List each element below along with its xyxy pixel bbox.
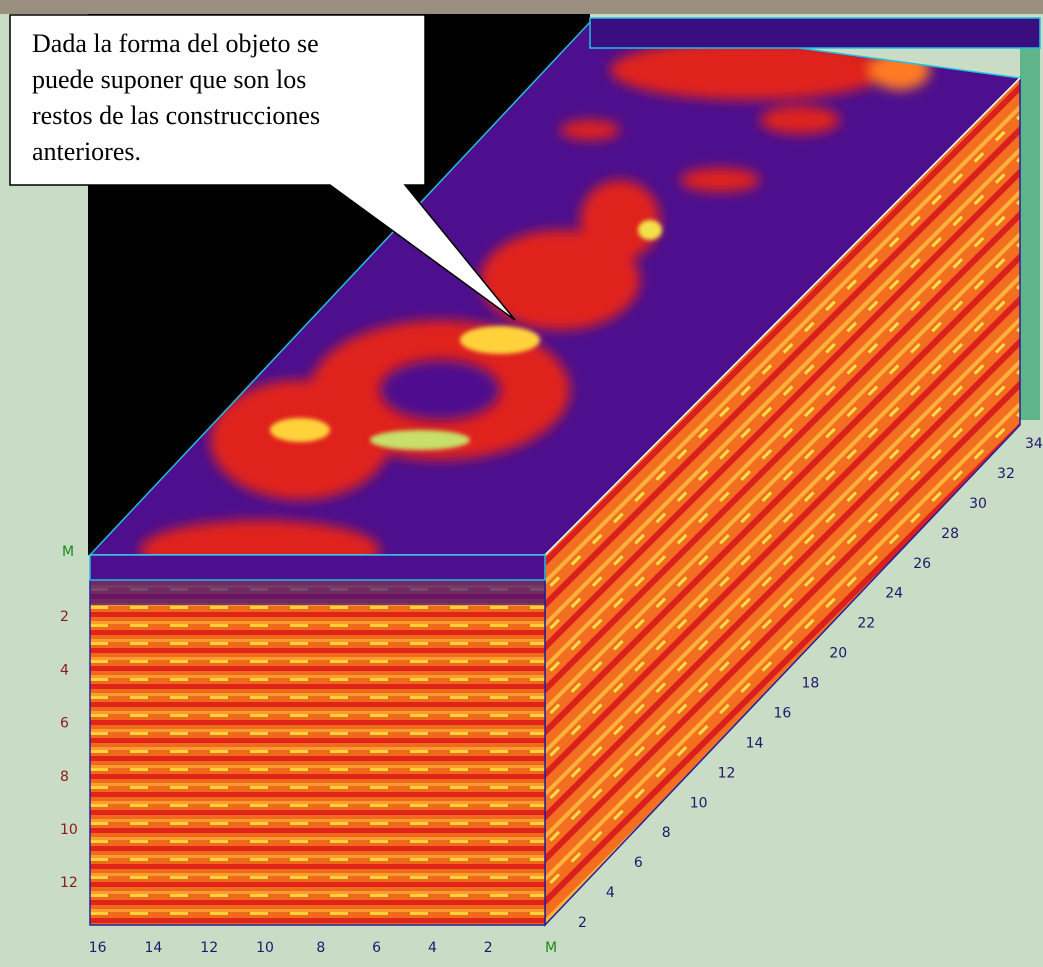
length-tick-label: 28 — [941, 526, 959, 542]
width-unit: M — [545, 940, 557, 956]
callout-line: Dada la forma del objeto se — [32, 29, 319, 58]
depth-tick-label: 4 — [60, 662, 69, 678]
width-tick-label: 4 — [428, 940, 437, 956]
length-tick-label: 30 — [969, 496, 987, 512]
callout-line: puede suponer que son los — [32, 65, 306, 94]
width-tick-label: 12 — [200, 940, 218, 956]
length-tick-label: 24 — [885, 586, 903, 602]
width-tick-label: 14 — [144, 940, 162, 956]
callout-box — [9, 14, 516, 321]
length-tick-label: 6 — [634, 855, 643, 871]
depth-tick-label: 12 — [60, 875, 78, 891]
depth-tick-label: 6 — [60, 716, 69, 732]
top-anomalies — [140, 40, 930, 555]
length-tick-label: 10 — [690, 795, 708, 811]
depth-tick-label: 10 — [60, 822, 78, 838]
width-tick-label: 16 — [89, 940, 107, 956]
width-tick-label: 2 — [484, 940, 493, 956]
length-tick-label: 26 — [913, 556, 931, 572]
length-tick-label: 4 — [606, 885, 615, 901]
front-face-top — [90, 580, 545, 605]
length-tick-label: 18 — [801, 676, 819, 692]
back-edge — [1020, 20, 1040, 420]
top-slab-front — [89, 554, 546, 581]
length-tick-label: 22 — [857, 616, 875, 632]
length-tick-label: 20 — [829, 646, 847, 662]
photo-strip — [0, 0, 1043, 14]
length-tick-label: 14 — [746, 735, 764, 751]
callout-line: restos de las construcciones — [32, 101, 320, 130]
top-right-edge — [544, 77, 1021, 556]
length-tick-label: 12 — [718, 765, 736, 781]
width-tick-label: 10 — [256, 940, 274, 956]
length-tick-label: 34 — [1025, 436, 1043, 452]
length-tick-label: 16 — [774, 705, 792, 721]
width-tick-label: 8 — [316, 940, 325, 956]
length-tick-label: 8 — [662, 825, 671, 841]
front-face — [90, 580, 545, 925]
depth-tick-label: 8 — [60, 769, 69, 785]
width-tick-label: 6 — [372, 940, 381, 956]
depth-tick-label: 2 — [60, 609, 69, 625]
length-tick-label: 32 — [997, 466, 1015, 482]
depth-unit: M — [62, 544, 74, 560]
top-slab-back — [589, 17, 1041, 49]
callout: Dada la forma del objeto se puede suponer… — [32, 29, 320, 166]
callout-line: anteriores. — [32, 137, 141, 166]
length-tick-label: 2 — [578, 915, 587, 931]
